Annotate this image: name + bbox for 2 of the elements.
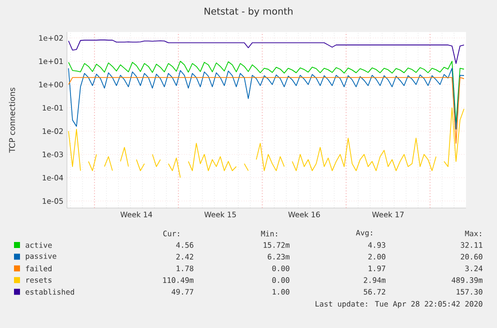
chart-title: Netstat - by month [204,7,292,17]
line-series [68,68,464,130]
